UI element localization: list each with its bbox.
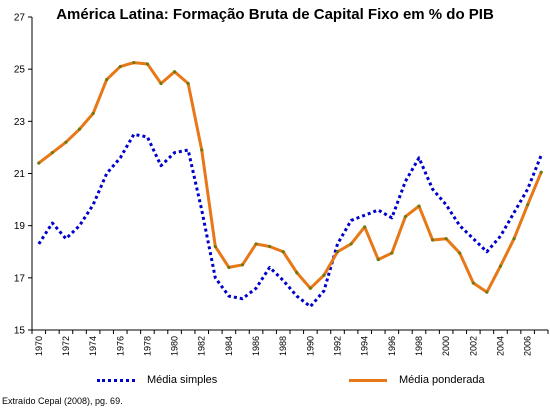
- point-weighted: [37, 161, 41, 165]
- x-tick-label: 1982: [197, 336, 207, 356]
- point-weighted: [458, 251, 462, 255]
- legend-label-weighted: Média ponderada: [399, 374, 485, 386]
- x-tick-label: 1992: [333, 336, 343, 356]
- chart-axes: [28, 16, 549, 334]
- point-weighted: [295, 271, 299, 275]
- y-tick-label: 17: [14, 273, 26, 284]
- point-weighted: [254, 242, 258, 246]
- point-weighted: [322, 273, 326, 277]
- point-weighted: [159, 81, 163, 86]
- point-weighted: [363, 225, 367, 229]
- x-tick-label: 2002: [468, 336, 478, 356]
- point-weighted: [281, 250, 285, 254]
- point-weighted: [91, 111, 95, 116]
- series-lines: [37, 61, 543, 309]
- legend-label-simple: Média simples: [147, 374, 218, 386]
- legend-swatch-weighted: [349, 378, 387, 382]
- point-weighted: [227, 265, 231, 269]
- point-weighted: [186, 81, 190, 86]
- legend: Média simples Média ponderada: [0, 374, 550, 392]
- x-tick-label: 2004: [495, 336, 505, 356]
- point-weighted: [240, 263, 245, 267]
- y-tick-label: 15: [14, 326, 26, 337]
- point-weighted: [145, 62, 150, 66]
- point-weighted: [417, 204, 421, 208]
- point-weighted: [77, 127, 82, 131]
- chart-title: América Latina: Formação Bruta de Capita…: [56, 6, 494, 23]
- source-note: Extraído Cepal (2008), pg. 69.: [2, 396, 123, 406]
- point-weighted: [118, 64, 122, 69]
- series-line-simple: [37, 132, 543, 309]
- x-tick-labels: 1970 1972 1974 1976 1978 1980 1982 1984 1986 1988…: [34, 336, 533, 356]
- point-weighted: [526, 203, 530, 207]
- x-tick-label: 1980: [170, 336, 180, 356]
- point-weighted: [132, 61, 136, 65]
- y-tick-label: 21: [14, 169, 26, 180]
- point-weighted: [105, 78, 109, 82]
- x-tick-label: 2000: [441, 336, 451, 356]
- point-weighted: [213, 244, 217, 249]
- y-tick-label: 27: [14, 13, 26, 24]
- point-weighted: [512, 237, 516, 241]
- x-tick-label: 2006: [523, 336, 533, 356]
- point-weighted: [200, 148, 204, 152]
- point-weighted: [335, 250, 340, 254]
- point-weighted: [349, 242, 353, 246]
- legend-swatch-simple: [97, 378, 135, 382]
- x-tick-label: 1998: [414, 336, 424, 356]
- y-tick-label: 23: [14, 117, 26, 128]
- legend-item-weighted: Média ponderada: [349, 374, 485, 386]
- y-tick-label: 19: [14, 221, 26, 232]
- point-weighted: [485, 290, 489, 294]
- point-weighted: [471, 281, 475, 285]
- point-weighted: [539, 170, 543, 174]
- point-weighted: [430, 238, 435, 242]
- point-weighted: [444, 237, 448, 241]
- series-line-weighted: [37, 61, 543, 294]
- point-weighted: [390, 251, 394, 255]
- x-tick-label: 1986: [251, 336, 261, 356]
- x-tick-label: 1970: [34, 336, 44, 356]
- x-tick-label: 1978: [142, 336, 152, 356]
- x-tick-label: 1996: [387, 336, 397, 356]
- legend-item-simple: Média simples: [97, 374, 217, 386]
- x-tick-label: 1990: [305, 336, 315, 356]
- x-tick-label: 1976: [115, 336, 125, 356]
- x-tick-label: 1984: [224, 336, 234, 356]
- y-tick-label: 25: [14, 65, 26, 76]
- x-tick-label: 1972: [61, 336, 71, 356]
- point-weighted: [64, 140, 68, 144]
- point-weighted: [50, 151, 54, 155]
- point-weighted: [498, 264, 503, 268]
- point-weighted: [376, 257, 380, 262]
- point-weighted: [268, 244, 272, 249]
- series-markers: [37, 61, 543, 294]
- x-tick-label: 1988: [278, 336, 288, 356]
- y-tick-labels: 15 17 19 21 23 25 27: [14, 13, 26, 337]
- x-tick-label: 1974: [88, 336, 98, 356]
- point-weighted: [308, 286, 312, 290]
- x-tick-label: 1994: [360, 336, 370, 356]
- point-weighted: [403, 214, 408, 219]
- point-weighted: [172, 70, 177, 74]
